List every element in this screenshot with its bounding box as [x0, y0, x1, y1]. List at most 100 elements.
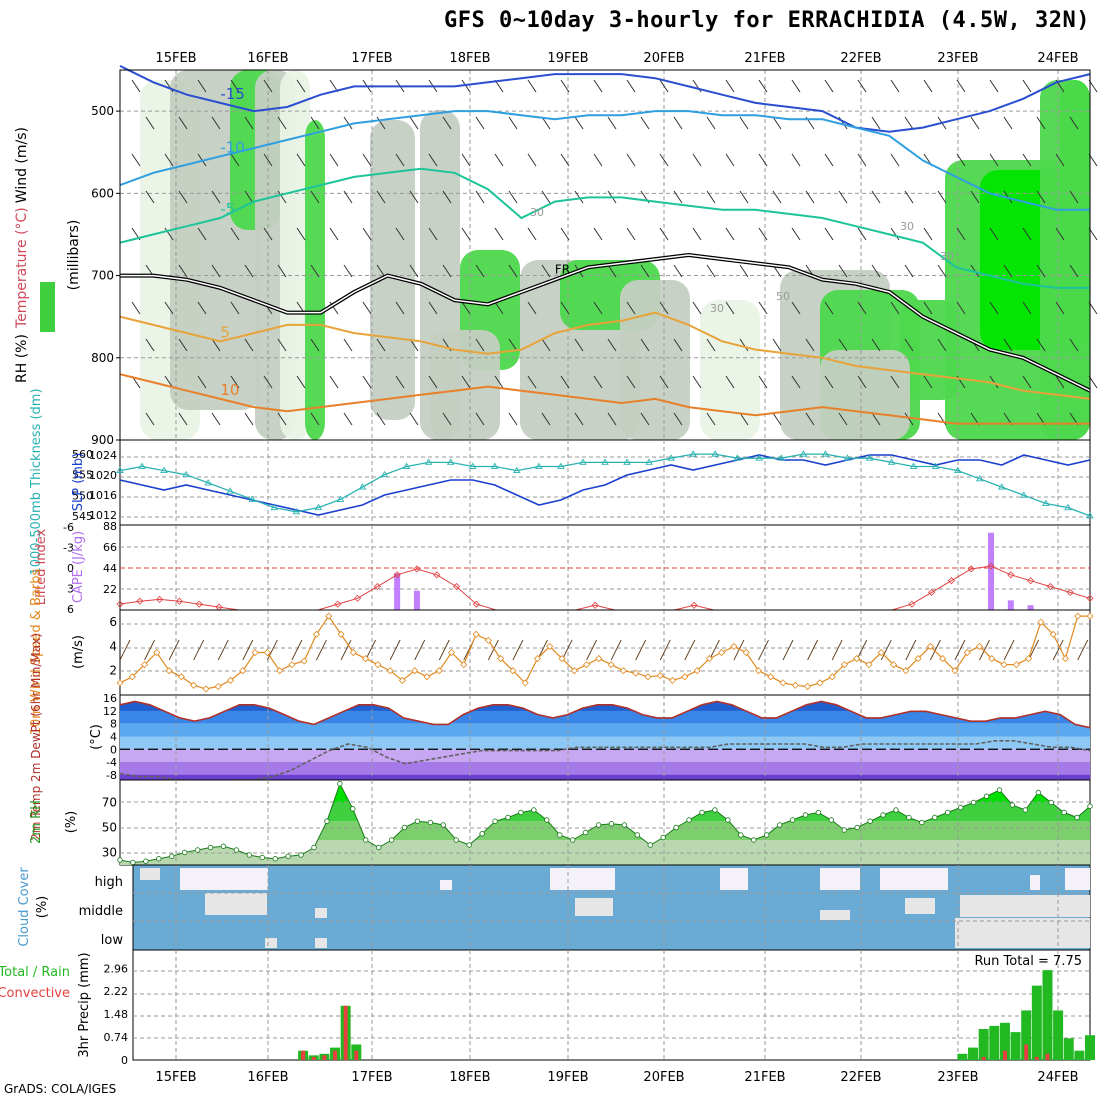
wind-speed-marker — [214, 682, 222, 691]
thickness-marker — [535, 462, 543, 469]
upper-air-wind-barb — [329, 227, 339, 241]
wind-speed-marker — [1000, 661, 1008, 669]
li-marker — [947, 577, 955, 585]
top-date-label: 24FEB — [1037, 51, 1078, 66]
temperature-bands — [120, 701, 1090, 780]
upper-air-wind-barb — [758, 79, 768, 93]
upper-air-wind-barb — [871, 116, 881, 130]
bottom-date-label: 16FEB — [247, 1070, 288, 1085]
rh-marker — [194, 847, 201, 853]
surface-wind-barb — [389, 639, 401, 661]
wind-speed-marker — [521, 679, 529, 687]
cloud-grid — [133, 865, 1090, 950]
upper-air-wind-barb — [527, 375, 537, 389]
surface-wind-barb — [414, 639, 426, 661]
upper-air-wind-barb — [343, 412, 353, 426]
wind-speed-marker — [226, 676, 235, 684]
upper-air-wind-barb — [178, 338, 188, 352]
wind-speed-marker — [312, 630, 321, 638]
rh-marker — [660, 834, 666, 841]
wind-speed-marker — [447, 648, 456, 657]
upper-air-wind-barb — [1055, 227, 1065, 241]
rh-tick-label: 50 — [102, 821, 117, 835]
pressure-tick-label: 800 — [91, 351, 114, 365]
upper-air-wind-barb — [409, 116, 419, 130]
precip-total-bar — [1042, 970, 1053, 1060]
upper-air-wind-barb — [1055, 301, 1065, 315]
thickness-marker — [358, 483, 367, 490]
rh-marker — [220, 843, 227, 849]
thickness-tick-label: 555 — [72, 469, 93, 482]
rh-axis: 30 50 70 — [102, 796, 117, 860]
precip-tick-label: 2.96 — [104, 962, 129, 975]
surface-wind-barb — [758, 639, 769, 661]
upper-air-wind-barb — [310, 190, 320, 204]
thickness-marker — [865, 454, 874, 461]
upper-air-wind-barb — [956, 79, 966, 93]
cape-li-axes: -6 -3 0 3 6 22 44 66 88 — [63, 520, 117, 616]
li-marker — [1046, 582, 1054, 591]
precip-rain-bar — [1045, 1053, 1050, 1060]
upper-air-wind-barb — [791, 227, 801, 241]
rh-marker — [492, 818, 498, 824]
wind-speed-marker — [398, 676, 406, 684]
upper-air-wind-barb — [640, 338, 650, 352]
surface-wind-barb — [708, 639, 720, 661]
rh-blob — [370, 120, 415, 420]
upper-air-wind-barb — [772, 190, 782, 204]
li-marker — [334, 600, 342, 608]
cape-tick-label: 88 — [103, 520, 117, 533]
thickness-marker — [314, 503, 323, 511]
cape-bar — [413, 590, 420, 610]
rh-label: RH (%) — [14, 334, 30, 383]
upper-air-wind-barb — [923, 79, 933, 93]
rh-marker — [181, 849, 188, 856]
temperature-contours: -15 -10 -5 5 10 FR 30 30 30 50 30 — [119, 65, 1091, 425]
cloud-cell — [315, 938, 327, 948]
wind-speed-marker — [644, 673, 652, 681]
surface-wind-barb — [880, 639, 892, 661]
upper-air-wind-barb — [706, 116, 716, 130]
upper-air-wind-barb — [857, 227, 867, 241]
upper-air-wind-barb — [838, 338, 848, 352]
upper-air-wind-barb — [442, 116, 452, 130]
wind-speed-marker — [939, 655, 947, 663]
wind-speed-marker — [1037, 618, 1045, 626]
pressure-tick-label: 600 — [91, 186, 114, 200]
thickness-marker — [160, 466, 168, 474]
li-marker — [967, 565, 975, 573]
rh-contour-label: 50 — [776, 290, 790, 303]
upper-air-wind-barb — [362, 227, 372, 241]
rh-marker — [712, 807, 718, 813]
upper-air-wind-barb — [706, 190, 716, 204]
upper-air-wind-barb — [593, 153, 603, 167]
surface-wind-barb — [659, 639, 671, 661]
rh-marker — [880, 812, 886, 818]
upper-air-wind-barb — [442, 264, 452, 278]
li-marker — [393, 571, 401, 579]
wind-speed-marker — [975, 642, 984, 650]
surface-wind-barb — [954, 639, 966, 661]
rh-marker — [427, 819, 434, 826]
rh-marker — [595, 822, 602, 828]
upper-air-y-label: RH (%) Temperature (°C) Wind (m/s) — [14, 127, 30, 383]
surface-wind-barb — [217, 639, 229, 661]
rh-marker — [802, 812, 809, 818]
temperature-contour — [119, 311, 1091, 400]
temperature-tick-label: 12 — [103, 705, 117, 718]
upper-air-wind-barb — [593, 375, 603, 389]
upper-air-wind-barb — [904, 190, 914, 204]
rh-marker — [673, 824, 679, 831]
thickness-marker — [689, 450, 697, 457]
surface-wind-barb — [291, 639, 303, 661]
wind-speed-marker — [362, 655, 370, 663]
surface-wind-barb — [512, 639, 524, 661]
thickness-marker — [424, 458, 433, 465]
thickness-marker — [138, 462, 146, 469]
bottom-date-label: 18FEB — [449, 1070, 490, 1085]
upper-air-wind-barb — [871, 338, 881, 352]
li-marker — [928, 588, 936, 596]
surface-wind-barb — [1052, 639, 1064, 661]
upper-air-wind-barb — [541, 190, 551, 204]
